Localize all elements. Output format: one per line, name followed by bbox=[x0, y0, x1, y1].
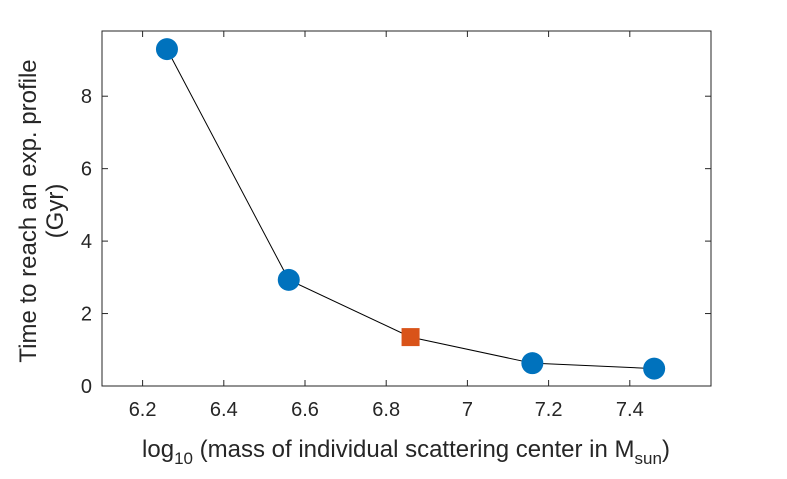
y-tick-label: 0 bbox=[81, 376, 92, 398]
y-tick-label: 6 bbox=[81, 159, 92, 181]
x-axis-ticks: 6.2 6.4 6.6 6.8 7 7.2 7.4 bbox=[129, 31, 644, 421]
x-tick-label: 6.6 bbox=[291, 399, 319, 421]
data-markers bbox=[155, 38, 666, 380]
x-tick-label: 7.2 bbox=[535, 399, 563, 421]
y-tick-label: 2 bbox=[81, 304, 92, 326]
x-axis-label: log10 (mass of individual scattering cen… bbox=[142, 436, 670, 468]
x-tick-label: 7.4 bbox=[616, 399, 644, 421]
y-axis-ticks: 0 2 4 6 8 bbox=[81, 86, 711, 398]
x-axis-label-prefix: log bbox=[142, 436, 174, 463]
x-axis-label-suffix: ) bbox=[662, 436, 670, 463]
y-axis-label-line-2: (Gyr) bbox=[42, 184, 69, 239]
x-tick-label: 6.4 bbox=[210, 399, 238, 421]
y-tick-label: 8 bbox=[81, 86, 92, 108]
data-point-square bbox=[401, 328, 420, 347]
y-tick-label: 4 bbox=[81, 231, 92, 253]
x-tick-label: 6.8 bbox=[372, 399, 400, 421]
x-axis-label-subscript: 10 bbox=[174, 449, 193, 468]
plot-box bbox=[101, 30, 712, 387]
plot-area bbox=[101, 30, 712, 387]
data-point-circle bbox=[521, 352, 544, 375]
x-axis-label-main: (mass of individual scattering center in… bbox=[193, 436, 635, 463]
data-point-circle bbox=[643, 357, 666, 380]
x-tick-label: 6.2 bbox=[129, 399, 157, 421]
data-point-circle bbox=[277, 268, 300, 291]
y-axis-label: Time to reach an exp. profile (Gyr) bbox=[15, 59, 69, 362]
y-axis-label-line-1: Time to reach an exp. profile bbox=[15, 59, 42, 362]
x-axis-label-subscript2: sun bbox=[635, 449, 662, 468]
data-point-circle bbox=[155, 38, 178, 61]
x-tick-label: 7 bbox=[462, 399, 473, 421]
